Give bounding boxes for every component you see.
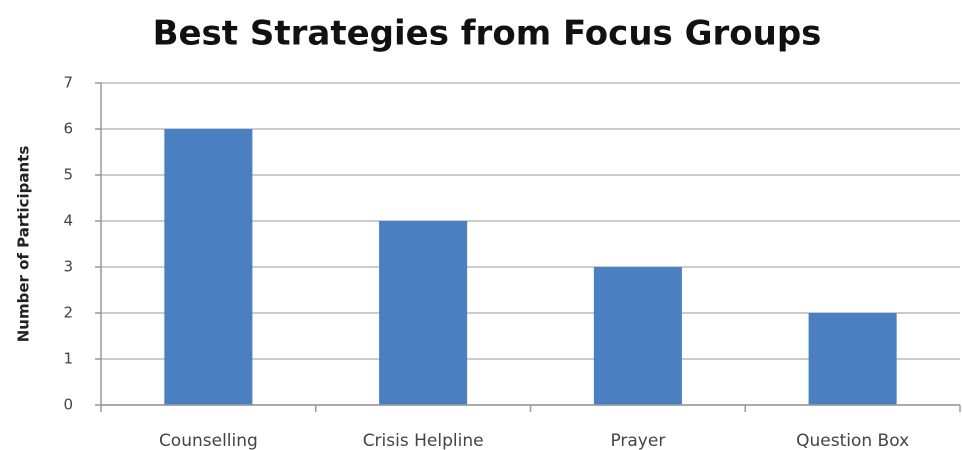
chart-title: Best Strategies from Focus Groups: [153, 14, 822, 54]
y-tick-label: 0: [63, 396, 73, 414]
y-tick-label: 3: [63, 258, 73, 276]
bar: [164, 129, 253, 405]
bar: [593, 267, 682, 405]
x-tick-label: Question Box: [796, 431, 909, 450]
bar: [808, 313, 897, 405]
y-axis-label: Number of Participants: [15, 146, 33, 343]
y-tick-label: 5: [63, 166, 73, 184]
y-tick-label: 4: [63, 212, 73, 230]
y-tick-label: 6: [63, 120, 73, 138]
y-tick-label: 1: [63, 350, 73, 368]
x-tick-label: Prayer: [610, 431, 665, 450]
x-tick-label: Counselling: [159, 431, 258, 450]
y-tick-label: 7: [63, 74, 73, 92]
x-tick-label: Crisis Helpline: [363, 431, 484, 450]
bar: [379, 221, 468, 405]
y-tick-label: 2: [63, 304, 73, 322]
